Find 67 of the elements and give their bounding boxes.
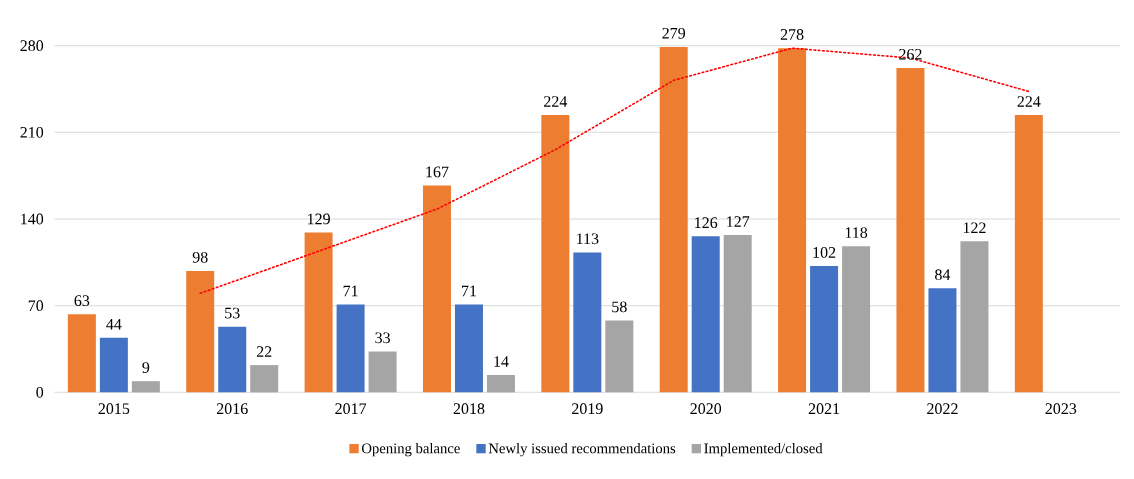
data-label: 14 xyxy=(494,356,509,367)
bar xyxy=(659,46,688,393)
bar xyxy=(454,304,483,393)
legend-label: Newly issued recommendations xyxy=(488,443,676,457)
legend-label: Implemented/closed xyxy=(704,443,823,457)
y-tick-label: 280 xyxy=(20,40,44,52)
bar xyxy=(368,351,397,393)
data-label: 58 xyxy=(612,301,627,313)
data-label: 84 xyxy=(935,269,951,281)
x-tick-label: 2020 xyxy=(690,403,722,415)
bar xyxy=(960,241,989,393)
x-tick-label: 2022 xyxy=(927,403,958,415)
data-label: 44 xyxy=(106,319,122,330)
legend-label: Opening balance xyxy=(361,443,460,457)
data-label: 53 xyxy=(225,307,240,319)
bar xyxy=(896,67,925,393)
data-label: 126 xyxy=(695,217,718,229)
data-label: 167 xyxy=(426,166,449,178)
x-tick-label: 2023 xyxy=(1045,403,1077,415)
data-label: 113 xyxy=(577,233,599,245)
y-tick-label: 0 xyxy=(36,386,44,398)
bar xyxy=(928,288,957,393)
bar xyxy=(1014,115,1043,393)
bar xyxy=(186,271,215,393)
data-label: 71 xyxy=(343,285,358,297)
x-tick-label: 2021 xyxy=(808,403,840,415)
bar xyxy=(67,314,96,393)
data-label: 224 xyxy=(1017,96,1041,107)
data-label: 98 xyxy=(192,251,208,263)
data-label: 278 xyxy=(780,29,804,40)
y-tick-label: 70 xyxy=(28,300,44,312)
data-label: 63 xyxy=(74,295,90,307)
data-label: 102 xyxy=(813,246,836,258)
data-label: 9 xyxy=(142,362,150,373)
bar xyxy=(486,375,515,393)
bar xyxy=(218,326,247,393)
bar xyxy=(810,266,839,393)
data-label: 279 xyxy=(662,27,686,39)
data-label: 118 xyxy=(845,227,868,238)
bar xyxy=(541,115,570,393)
data-label: 129 xyxy=(308,213,330,225)
bar xyxy=(99,337,128,393)
data-label: 224 xyxy=(544,96,568,107)
x-tick-label: 2016 xyxy=(216,403,248,415)
bar xyxy=(605,320,634,393)
bar xyxy=(131,381,160,393)
x-tick-label: 2018 xyxy=(453,403,485,415)
bar xyxy=(250,365,279,393)
bar xyxy=(422,185,451,393)
bar xyxy=(573,252,602,393)
x-tick-label: 2017 xyxy=(335,403,367,415)
data-label: 262 xyxy=(899,48,922,60)
y-tick-label: 210 xyxy=(20,126,44,138)
bar xyxy=(778,48,807,393)
data-label: 71 xyxy=(462,285,477,297)
data-label: 33 xyxy=(375,332,390,344)
bar xyxy=(691,236,720,393)
bar xyxy=(304,232,333,393)
y-tick-label: 140 xyxy=(21,213,44,225)
data-label: 122 xyxy=(963,222,986,234)
data-label: 127 xyxy=(727,216,750,227)
bar xyxy=(842,246,871,393)
x-tick-label: 2019 xyxy=(572,403,603,415)
data-label: 22 xyxy=(256,346,272,357)
bar xyxy=(336,304,365,393)
x-tick-label: 2015 xyxy=(98,403,130,415)
bar xyxy=(723,235,752,393)
